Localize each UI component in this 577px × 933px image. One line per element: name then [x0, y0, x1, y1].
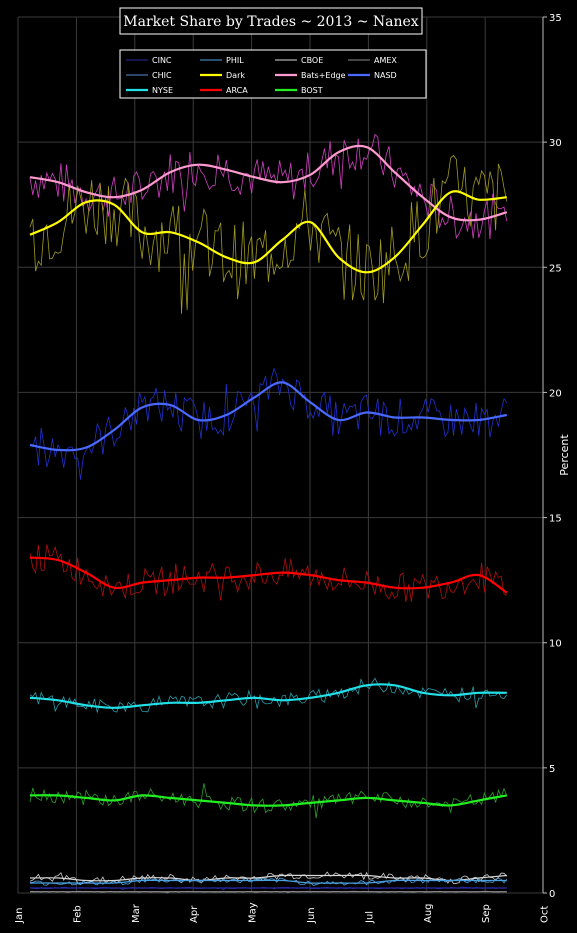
x-tick-label: Oct [540, 906, 551, 923]
title-box [119, 7, 423, 35]
legend-label-arca: ARCA [226, 86, 248, 95]
series-line-nyse [29, 683, 507, 709]
series-line-arca [29, 556, 508, 594]
legend-label-bost: BOST [301, 86, 323, 95]
y-axis-ticks: 0 5 10 15 20 25 30 35 [543, 13, 562, 900]
y-tick-label: 25 [549, 263, 562, 274]
daily-line-dark [29, 154, 508, 314]
series-line-phil [29, 879, 507, 884]
y-tick-label: 5 [549, 764, 555, 775]
x-tick-label: Apr [189, 905, 200, 923]
series-line-bost [29, 794, 507, 807]
legend-label-bats-edge: Bats+Edge [301, 71, 346, 80]
daily-line-nyse [29, 677, 508, 713]
legend-label-phil: PHIL [226, 56, 244, 65]
legend-label-amex: AMEX [374, 56, 397, 65]
legend-box [119, 49, 427, 99]
x-tick-label: May [248, 902, 259, 923]
legend-label-cinc: CINC [152, 56, 172, 65]
y-axis-label: Percent [558, 434, 571, 476]
series-line-bats-edge [29, 144, 508, 222]
y-tick-label: 35 [549, 13, 562, 24]
x-tick-label: Jun [306, 907, 317, 924]
daily-line-bats-edge [29, 133, 508, 240]
x-tick-label: Feb [72, 905, 83, 923]
legend-label-nasd: NASD [374, 71, 397, 80]
x-tick-label: Sep [481, 904, 492, 923]
x-tick-label: Mar [131, 903, 142, 923]
x-axis-ticks: Jan Feb Mar Apr May Jun Jul Aug Sep Oct [14, 902, 551, 924]
y-tick-label: 15 [549, 514, 562, 525]
y-tick-label: 20 [549, 388, 562, 399]
series-lines [29, 144, 508, 893]
grid-lines [17, 16, 543, 894]
daily-line-bost [29, 783, 508, 819]
daily-line-cboe [29, 871, 508, 885]
series-line-nasd [29, 381, 507, 452]
legend: CINC PHIL CBOE AMEX CHIC Dark Bats+Edge NASD NYS… [119, 49, 427, 99]
y-tick-label: 30 [549, 138, 562, 149]
legend-label-dark: Dark [226, 71, 245, 80]
daily-line-nasd [29, 367, 508, 480]
series-line-cboe [29, 874, 507, 882]
x-tick-label: Jan [14, 908, 25, 924]
legend-label-chic: CHIC [152, 71, 172, 80]
x-tick-label: Aug [423, 903, 434, 923]
daily-noise-lines [29, 133, 508, 894]
y-tick-label: 0 [549, 889, 555, 900]
chart-title: Market Share by Trades ~ 2013 ~ Nanex [123, 14, 419, 30]
legend-label-cboe: CBOE [301, 56, 323, 65]
legend-label-nyse: NYSE [152, 86, 173, 95]
x-tick-label: Jul [364, 911, 375, 924]
series-line-dark [29, 190, 507, 274]
y-tick-label: 10 [549, 639, 562, 650]
